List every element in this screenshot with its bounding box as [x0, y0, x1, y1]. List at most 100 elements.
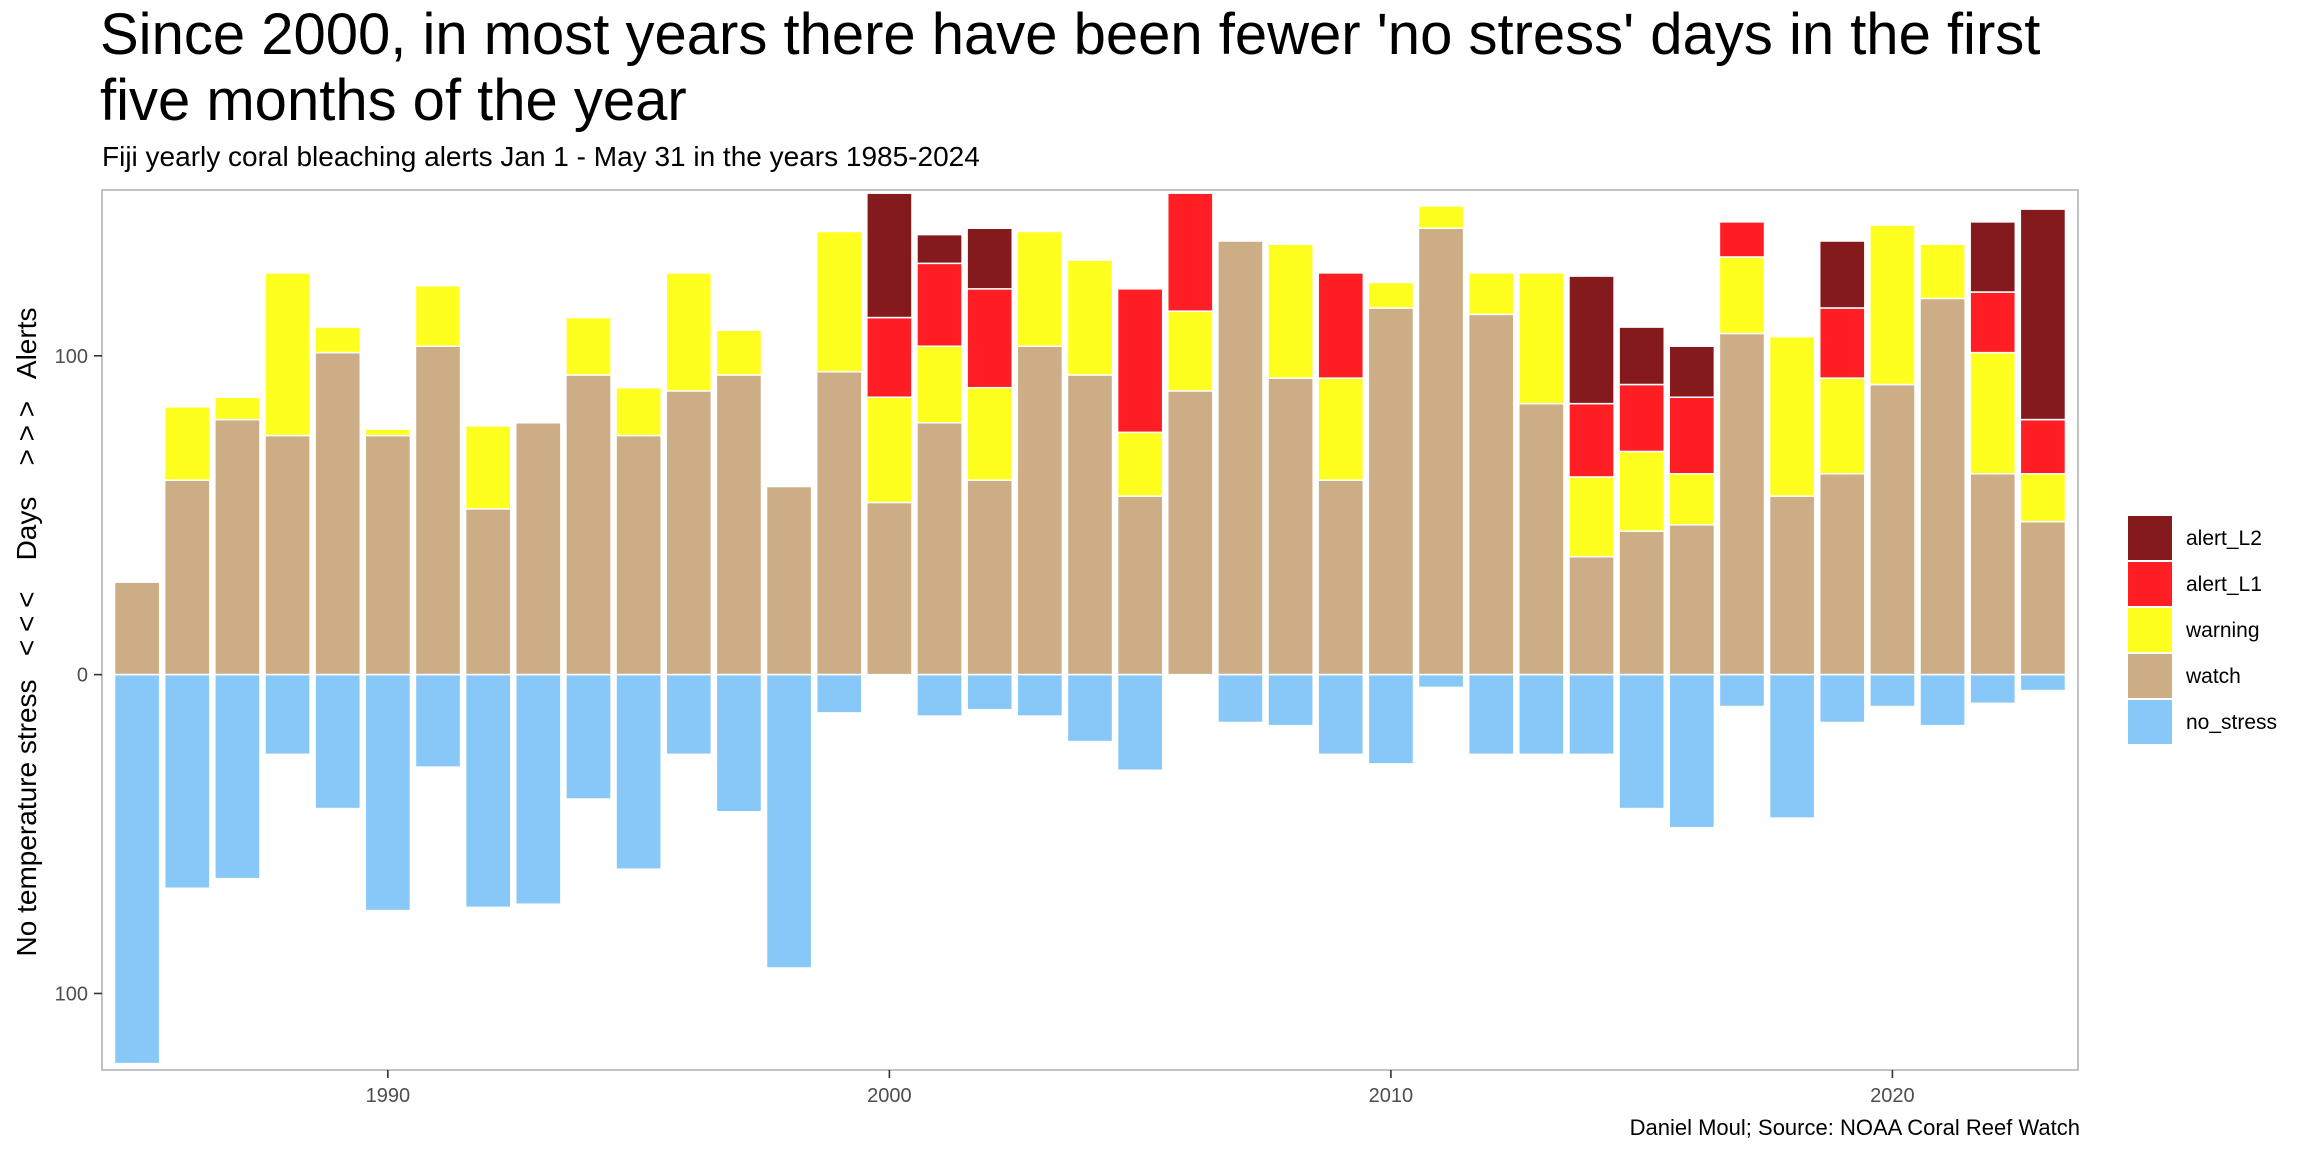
bar-alert-L1-2002 [966, 288, 1014, 389]
bar-alert-L1-2006 [1166, 192, 1214, 312]
bar-no-stress-1992 [464, 673, 512, 909]
bar-alert-L1-2000 [866, 316, 913, 398]
bar-watch-1998 [765, 485, 813, 676]
bar-warning-2018 [1768, 335, 1816, 497]
legend-key-alert-L1 [2128, 562, 2172, 606]
bar-no-stress-1988 [264, 673, 311, 756]
y-tick-label: 0 [77, 665, 88, 687]
bar-watch-2009 [1317, 479, 1365, 676]
bar-no-stress-2010 [1367, 673, 1415, 765]
bar-warning-2023 [2019, 473, 2067, 523]
bar-warning-2001 [916, 345, 963, 424]
bar-alert-L1-2019 [1818, 307, 1866, 379]
legend-key-watch [2128, 654, 2172, 698]
bar-no-stress-2002 [966, 673, 1014, 711]
bar-alert-L2-2023 [2019, 208, 2067, 421]
legend-key-no-stress [2128, 700, 2172, 744]
bar-watch-1999 [815, 370, 863, 676]
bar-watch-2020 [1869, 383, 1916, 676]
bar-no-stress-2021 [1919, 673, 1966, 727]
x-tick-label: 1990 [366, 1085, 411, 1107]
bar-watch-2007 [1217, 240, 1264, 676]
bar-watch-1990 [364, 434, 412, 676]
bar-no-stress-2013 [1518, 673, 1565, 756]
bar-no-stress-2015 [1618, 673, 1665, 810]
bar-alert-L2-2015 [1618, 326, 1665, 386]
bar-watch-2011 [1417, 227, 1465, 676]
x-tick-label: 2000 [867, 1085, 912, 1107]
bar-alert-L1-2001 [916, 262, 963, 347]
bar-warning-2010 [1367, 281, 1415, 309]
bar-watch-2003 [1016, 345, 1064, 676]
bar-alert-L1-2009 [1317, 272, 1365, 379]
bar-no-stress-1998 [765, 673, 813, 969]
bar-warning-1994 [565, 316, 612, 376]
bar-warning-2015 [1618, 450, 1665, 532]
bar-alert-L2-2019 [1818, 240, 1866, 309]
bar-warning-1996 [665, 272, 713, 392]
bar-watch-2000 [866, 501, 913, 676]
bar-no-stress-2022 [1969, 673, 2017, 705]
legend-label-warning: warning [2185, 619, 2260, 642]
bar-watch-1989 [314, 351, 362, 676]
axes-layer: 1990 2000 2010 2020 100 0 100 [55, 346, 1915, 1107]
bar-warning-2021 [1919, 243, 1966, 300]
bar-watch-2008 [1267, 377, 1314, 676]
bar-warning-2006 [1166, 310, 1214, 392]
legend-label-watch: watch [2185, 665, 2241, 688]
bar-warning-1990 [364, 428, 412, 437]
bar-watch-1994 [565, 374, 612, 676]
bar-warning-2003 [1016, 230, 1064, 347]
bar-alert-L2-2001 [916, 233, 963, 265]
bar-alert-L2-2000 [866, 192, 913, 319]
y-tick-label: 100 [55, 346, 88, 368]
chart-subtitle: Fiji yearly coral bleaching alerts Jan 1… [102, 141, 980, 172]
legend-label-no-stress: no_stress [2186, 711, 2277, 734]
bar-alert-L1-2015 [1618, 383, 1665, 453]
bar-watch-2005 [1116, 495, 1164, 676]
bar-watch-1985 [113, 581, 161, 676]
bar-watch-2013 [1518, 402, 1565, 676]
bar-warning-1999 [815, 230, 863, 373]
bar-warning-1997 [715, 329, 763, 376]
bars-layer [113, 192, 2067, 1065]
x-tick-label: 2010 [1369, 1085, 1414, 1107]
chart-caption: Daniel Moul; Source: NOAA Coral Reef Wat… [1629, 1115, 2080, 1140]
bar-warning-2013 [1518, 272, 1565, 405]
bar-no-stress-1996 [665, 673, 713, 756]
bar-watch-2017 [1718, 332, 1766, 676]
bar-alert-L1-2014 [1568, 402, 1615, 478]
legend-label-alert-L1: alert_L1 [2186, 573, 2262, 596]
bar-warning-1987 [214, 396, 261, 421]
bar-watch-2023 [2019, 520, 2067, 676]
bar-no-stress-2012 [1467, 673, 1515, 756]
bar-watch-2010 [1367, 307, 1415, 676]
y-axis-label: No temperature stress < < < Days > > > A… [11, 308, 42, 957]
bar-alert-L1-2023 [2019, 418, 2067, 475]
bar-no-stress-1989 [314, 673, 362, 810]
y-tick-label: 100 [55, 983, 88, 1005]
legend-key-alert-L2 [2128, 516, 2172, 560]
bar-warning-2004 [1066, 259, 1114, 376]
bar-watch-1987 [214, 418, 261, 676]
bar-watch-2014 [1568, 555, 1615, 676]
bar-alert-L2-2016 [1668, 345, 1716, 398]
bar-watch-1997 [715, 374, 763, 676]
bar-watch-2006 [1166, 390, 1214, 676]
bar-warning-2008 [1267, 243, 1314, 379]
x-tick-label: 2020 [1870, 1085, 1915, 1107]
chart-title: Since 2000, in most years there have bee… [100, 2, 2041, 133]
bar-no-stress-2016 [1668, 673, 1716, 829]
bar-warning-1992 [464, 425, 512, 510]
bar-warning-2011 [1417, 205, 1465, 230]
bar-no-stress-1985 [113, 673, 161, 1065]
bar-watch-2018 [1768, 495, 1816, 676]
bar-no-stress-2011 [1417, 673, 1465, 689]
bar-no-stress-1986 [163, 673, 211, 890]
bar-warning-2014 [1568, 476, 1615, 558]
bar-warning-1988 [264, 272, 311, 437]
bar-warning-2005 [1116, 431, 1164, 497]
bar-no-stress-2008 [1267, 673, 1314, 727]
bar-no-stress-1999 [815, 673, 863, 714]
bar-no-stress-2003 [1016, 673, 1064, 717]
